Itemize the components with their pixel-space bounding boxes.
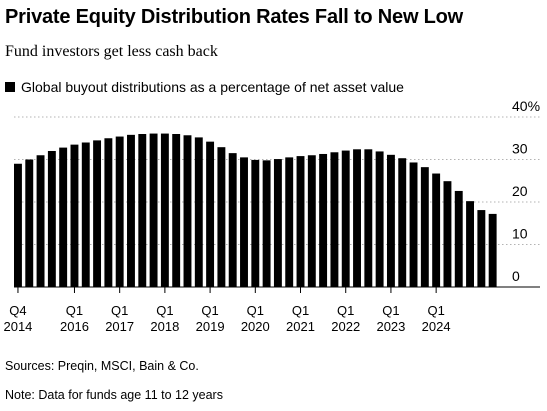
bar: [81, 142, 90, 287]
x-tick-label: Q1: [156, 303, 173, 318]
bar: [398, 158, 407, 287]
bar: [330, 152, 339, 287]
bar: [296, 156, 305, 287]
data-note: Note: Data for funds age 11 to 12 years: [5, 388, 223, 402]
source-note: Sources: Preqin, MSCI, Bain & Co.: [5, 359, 199, 373]
x-tick-label: Q1: [111, 303, 128, 318]
bar: [443, 181, 452, 287]
bar: [251, 159, 260, 287]
x-tick-label: 2023: [376, 319, 405, 334]
chart-subtitle: Fund investors get less cash back: [5, 43, 218, 60]
bar: [319, 153, 328, 287]
x-tick-label: Q1: [337, 303, 354, 318]
bar: [25, 159, 34, 287]
bar: [160, 133, 169, 287]
x-tick-label: 2016: [60, 319, 89, 334]
bar: [488, 213, 497, 287]
bar: [14, 163, 22, 287]
bar: [409, 162, 418, 287]
bar: [307, 155, 316, 287]
y-tick-label: 40%: [512, 98, 540, 114]
bar: [262, 160, 271, 287]
bar: [36, 155, 45, 287]
x-tick-label: Q1: [66, 303, 83, 318]
chart-title: Private Equity Distribution Rates Fall t…: [5, 6, 464, 28]
bar: [364, 149, 373, 287]
bar-chart: 40%3020100Q42014Q12016Q12017Q12018Q12019…: [3, 98, 540, 334]
x-tick-label: 2024: [422, 319, 451, 334]
bar: [432, 173, 441, 287]
bar: [420, 167, 429, 287]
bar: [454, 190, 463, 287]
y-tick-label: 20: [512, 183, 528, 199]
x-tick-label: Q1: [292, 303, 309, 318]
bar: [386, 154, 395, 287]
bar: [172, 134, 181, 287]
x-tick-label: 2014: [3, 319, 32, 334]
bar: [183, 135, 192, 287]
bar: [70, 144, 79, 288]
x-tick-label: 2021: [286, 319, 315, 334]
legend: Global buyout distributions as a percent…: [5, 79, 404, 95]
x-tick-label: Q4: [9, 303, 26, 318]
bar: [194, 137, 203, 287]
bar: [285, 157, 294, 288]
bar: [466, 201, 474, 287]
x-tick-label: 2022: [331, 319, 360, 334]
bar: [240, 157, 248, 288]
bar: [104, 138, 113, 287]
x-tick-label: Q1: [201, 303, 218, 318]
x-tick-label: Q1: [382, 303, 399, 318]
bar: [353, 149, 361, 287]
x-tick-label: Q1: [247, 303, 264, 318]
bar: [206, 141, 215, 287]
bar: [273, 159, 282, 287]
bar: [59, 147, 68, 287]
x-tick-label: 2017: [105, 319, 134, 334]
bar: [375, 151, 384, 287]
y-tick-label: 10: [512, 226, 528, 242]
x-tick-label: 2018: [150, 319, 179, 334]
legend-swatch: [5, 82, 15, 92]
y-tick-label: 30: [512, 141, 528, 157]
bar: [127, 134, 135, 287]
x-tick-label: 2020: [241, 319, 270, 334]
bar: [477, 210, 486, 287]
x-tick-label: Q1: [427, 303, 444, 318]
bar: [138, 134, 147, 287]
bar: [217, 147, 226, 287]
x-tick-label: 2019: [196, 319, 225, 334]
bar: [93, 140, 102, 288]
bar: [47, 151, 56, 287]
bar: [228, 153, 237, 288]
bar: [341, 150, 350, 287]
legend-label: Global buyout distributions as a percent…: [21, 79, 404, 95]
bar: [149, 133, 158, 287]
y-tick-label: 0: [512, 268, 520, 284]
bar: [115, 136, 124, 287]
